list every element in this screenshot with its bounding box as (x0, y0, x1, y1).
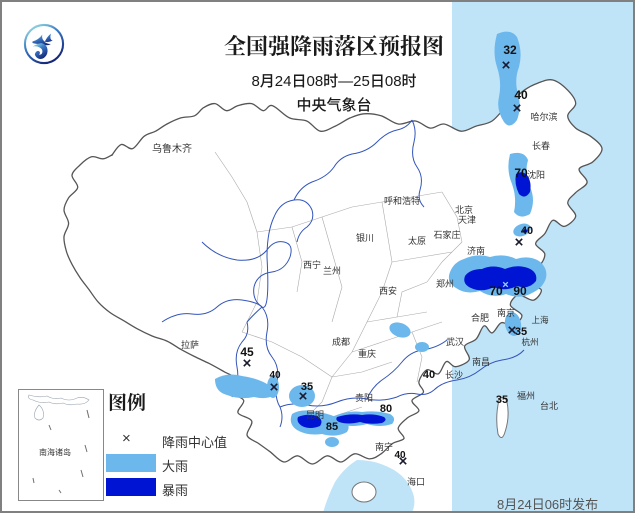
svg-text:呼和浩特: 呼和浩特 (384, 195, 420, 206)
svg-text:西宁: 西宁 (303, 259, 321, 270)
svg-text:济南: 济南 (467, 245, 485, 256)
svg-text:郑州: 郑州 (436, 278, 454, 289)
svg-text:天津: 天津 (458, 215, 476, 225)
svg-text:沈阳: 沈阳 (527, 169, 545, 180)
svg-text:35: 35 (496, 394, 508, 406)
svg-text:40: 40 (269, 370, 281, 381)
svg-text:35: 35 (301, 381, 313, 393)
svg-text:80: 80 (380, 403, 392, 415)
svg-text:贵阳: 贵阳 (355, 392, 373, 403)
svg-text:乌鲁木齐: 乌鲁木齐 (152, 142, 192, 155)
svg-text:台北: 台北 (540, 400, 558, 411)
svg-text:85: 85 (326, 421, 338, 433)
svg-text:杭州: 杭州 (521, 337, 538, 347)
svg-text:40: 40 (423, 369, 435, 381)
svg-text:海口: 海口 (407, 476, 425, 487)
svg-text:南昌: 南昌 (472, 356, 490, 367)
svg-text:拉萨: 拉萨 (181, 339, 199, 350)
svg-text:武汉: 武汉 (446, 336, 464, 347)
svg-text:35: 35 (515, 326, 527, 338)
svg-text:南京: 南京 (497, 307, 515, 318)
svg-text:长沙: 长沙 (445, 369, 463, 380)
svg-text:合肥: 合肥 (471, 312, 489, 323)
svg-text:长春: 长春 (532, 140, 550, 151)
svg-text:45: 45 (240, 345, 254, 359)
svg-text:太原: 太原 (408, 235, 426, 246)
svg-text:北京: 北京 (455, 204, 473, 215)
svg-text:成都: 成都 (332, 336, 350, 347)
svg-text:90: 90 (513, 284, 527, 298)
svg-text:南海诸岛: 南海诸岛 (39, 447, 71, 457)
svg-text:70: 70 (489, 284, 503, 298)
svg-text:石家庄: 石家庄 (433, 229, 460, 240)
svg-text:哈尔滨: 哈尔滨 (530, 111, 557, 122)
svg-text:40: 40 (521, 225, 533, 237)
svg-text:上海: 上海 (531, 315, 549, 325)
svg-text:昆明: 昆明 (306, 410, 324, 420)
svg-text:福州: 福州 (517, 390, 535, 401)
svg-text:银川: 银川 (356, 232, 374, 243)
svg-text:重庆: 重庆 (358, 348, 376, 359)
svg-text:西安: 西安 (379, 285, 397, 296)
svg-text:兰州: 兰州 (323, 265, 341, 276)
svg-text:70: 70 (514, 166, 528, 180)
svg-text:南宁: 南宁 (375, 441, 393, 452)
